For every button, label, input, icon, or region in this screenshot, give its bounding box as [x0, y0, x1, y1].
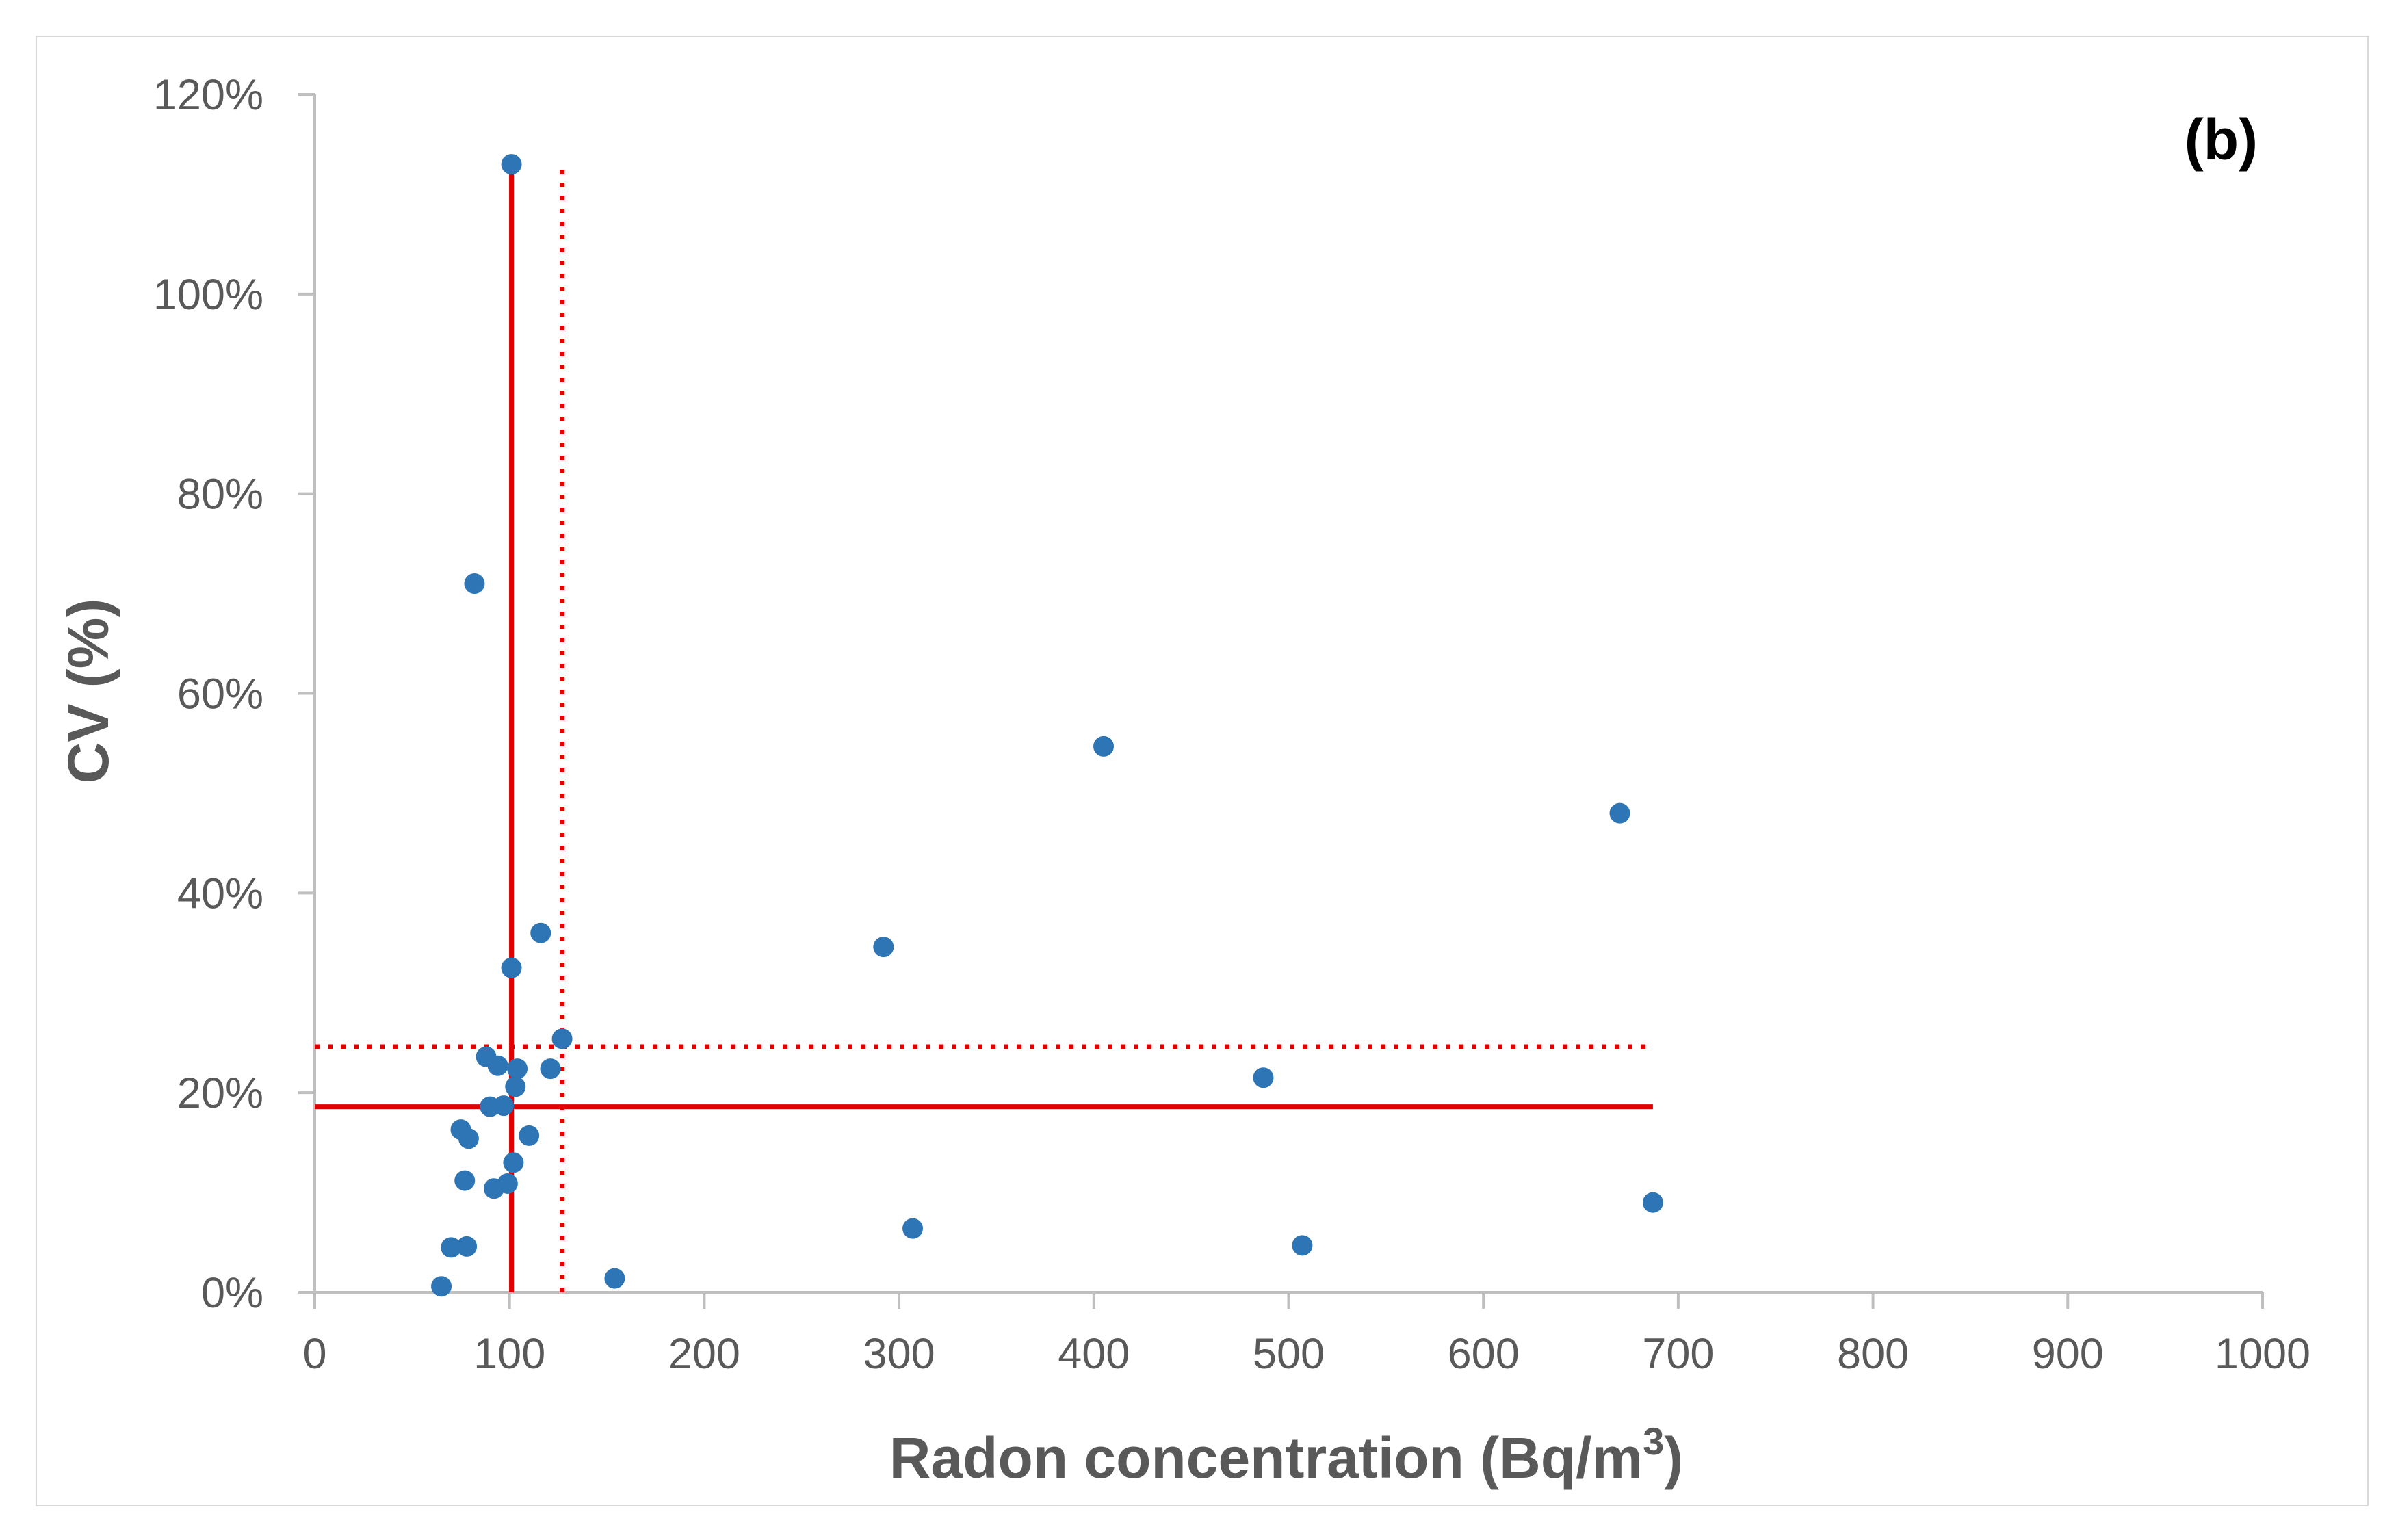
axes: 0% 20% 40% 60% 80% 100% 120% 0 100 200 300 400 500 60…	[153, 71, 2310, 1378]
x-tick-label: 700	[1642, 1330, 1714, 1378]
x-axis-title-main: Radon concentration (Bq/m	[889, 1426, 1643, 1490]
data-point	[902, 1218, 924, 1239]
x-tick-label: 300	[863, 1330, 935, 1378]
data-point	[1253, 1067, 1274, 1088]
data-point	[497, 1173, 518, 1194]
data-point	[503, 1152, 524, 1173]
y-tick-label: 60%	[177, 670, 263, 718]
data-point	[530, 922, 551, 943]
panel-label: (b)	[2185, 107, 2258, 172]
data-point	[1642, 1192, 1663, 1213]
y-tick-label: 120%	[153, 71, 263, 119]
data-point	[487, 1055, 508, 1076]
y-tick-label: 100%	[153, 271, 263, 319]
data-point	[1292, 1235, 1313, 1256]
y-tick-label: 20%	[177, 1069, 263, 1117]
data-point	[501, 154, 522, 175]
data-point	[1093, 735, 1115, 757]
data-point	[604, 1268, 625, 1289]
x-tick-label: 600	[1448, 1330, 1520, 1378]
x-tick-label: 900	[2032, 1330, 2104, 1378]
y-tick-label: 40%	[177, 870, 263, 917]
data-point	[519, 1125, 540, 1146]
y-tick-label: 0%	[201, 1269, 263, 1317]
x-tick-label: 1000	[2215, 1330, 2310, 1378]
data-point	[456, 1236, 478, 1257]
data-point	[540, 1058, 561, 1080]
data-point	[431, 1276, 452, 1297]
x-tick-label: 100	[473, 1330, 545, 1378]
x-axis-title: Radon concentration (Bq/m3)	[889, 1420, 1684, 1490]
x-tick-label: 400	[1058, 1330, 1130, 1378]
y-axis-title: CV (%)	[56, 599, 120, 784]
x-axis-title-superscript: 3	[1643, 1420, 1664, 1463]
reference-lines	[315, 164, 1653, 1292]
data-point	[873, 937, 894, 958]
data-point	[501, 957, 522, 978]
labels: (b) Radon concentration (Bq/m3) CV (%)	[56, 107, 2258, 1490]
data-point	[1609, 802, 1630, 824]
x-tick-label: 800	[1837, 1330, 1909, 1378]
y-tick-label: 80%	[177, 471, 263, 519]
chart-frame	[36, 36, 2369, 1506]
data-point	[464, 573, 485, 594]
x-tick-label: 0	[302, 1330, 326, 1378]
data-point	[454, 1170, 476, 1191]
data-point	[505, 1076, 526, 1097]
data-point	[458, 1128, 479, 1149]
x-tick-label: 200	[668, 1330, 740, 1378]
data-point	[441, 1237, 462, 1258]
data-point	[507, 1058, 528, 1080]
data-points	[431, 154, 1663, 1297]
data-point	[551, 1028, 573, 1049]
data-point	[493, 1095, 515, 1117]
x-axis-title-end: )	[1664, 1426, 1683, 1490]
x-tick-label: 500	[1253, 1330, 1325, 1378]
